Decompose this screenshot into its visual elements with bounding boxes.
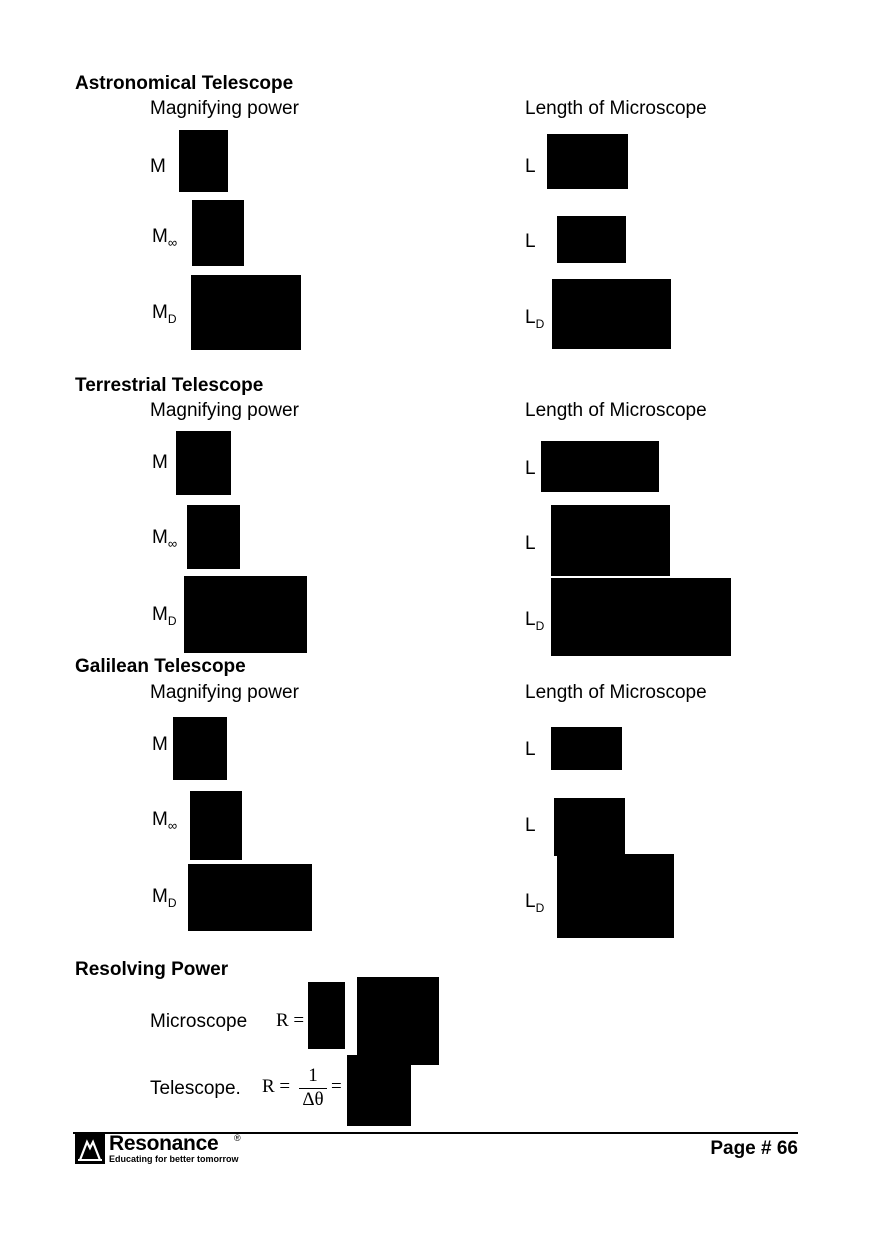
symbol-l-d: LD — [525, 891, 545, 915]
fraction-one-over-delta-theta: 1 Δθ — [299, 1066, 327, 1112]
symbol-l: L — [525, 231, 536, 252]
redacted-formula — [552, 279, 671, 349]
symbol-m: M — [152, 734, 168, 755]
redacted-formula — [184, 576, 307, 653]
redacted-formula — [547, 134, 628, 189]
symbol-m-infinity: M∞ — [152, 809, 178, 833]
symbol-m-d: MD — [152, 302, 177, 326]
redacted-formula — [190, 791, 242, 860]
redacted-formula — [551, 727, 622, 770]
section-title-terrestrial: Terrestrial Telescope — [75, 375, 264, 396]
telescope-label: Telescope. — [150, 1078, 241, 1099]
redacted-formula — [541, 441, 659, 492]
fraction-bar — [299, 1088, 327, 1089]
symbol-l: L — [525, 739, 536, 760]
symbol-l: L — [525, 458, 536, 479]
length-header-terrestrial: Length of Microscope — [525, 400, 707, 421]
resonance-logo-icon — [75, 1134, 105, 1164]
redacted-formula — [557, 216, 626, 263]
logo-tagline: Educating for better tomorrow — [109, 1154, 239, 1164]
logo-wordmark: Resonance — [109, 1132, 219, 1155]
redacted-formula — [176, 431, 231, 495]
symbol-l: L — [525, 815, 536, 836]
fraction-numerator: 1 — [308, 1065, 318, 1086]
redacted-formula — [308, 982, 345, 1049]
redacted-formula — [179, 130, 228, 192]
registered-mark: ® — [234, 1133, 241, 1143]
symbol-m-d: MD — [152, 604, 177, 628]
redacted-formula — [551, 505, 670, 576]
r-equals: R = — [276, 1010, 305, 1031]
length-header-astronomical: Length of Microscope — [525, 98, 707, 119]
redacted-formula — [191, 275, 301, 350]
symbol-l: L — [525, 156, 536, 177]
symbol-m-d: MD — [152, 886, 177, 910]
magnifying-power-header-terrestrial: Magnifying power — [150, 400, 299, 421]
section-title-resolving-power: Resolving Power — [75, 959, 229, 980]
symbol-m: M — [150, 156, 166, 177]
symbol-m-infinity: M∞ — [152, 226, 178, 250]
redacted-formula — [192, 200, 244, 266]
redacted-formula — [551, 578, 731, 656]
microscope-label: Microscope — [150, 1011, 248, 1032]
magnifying-power-header-galilean: Magnifying power — [150, 682, 299, 703]
r-equals: R = — [262, 1076, 291, 1097]
symbol-l: L — [525, 533, 536, 554]
redacted-formula — [188, 864, 312, 931]
section-title-galilean: Galilean Telescope — [75, 656, 246, 677]
symbol-l-d: LD — [525, 307, 545, 331]
equals-sign: = — [331, 1076, 342, 1097]
length-header-galilean: Length of Microscope — [525, 682, 707, 703]
redacted-formula — [187, 505, 240, 569]
redacted-formula — [554, 798, 625, 856]
redacted-formula — [347, 1055, 411, 1126]
footer-rule — [73, 1132, 798, 1134]
symbol-l-d: LD — [525, 609, 545, 633]
symbol-m: M — [152, 452, 168, 473]
symbol-m-infinity: M∞ — [152, 527, 178, 551]
page-number: Page # 66 — [710, 1138, 798, 1159]
magnifying-power-header-astronomical: Magnifying power — [150, 98, 299, 119]
redacted-formula — [557, 854, 674, 938]
section-title-astronomical: Astronomical Telescope — [75, 73, 294, 94]
redacted-formula — [357, 977, 439, 1065]
fraction-denominator: Δθ — [302, 1089, 324, 1110]
redacted-formula — [173, 717, 227, 780]
